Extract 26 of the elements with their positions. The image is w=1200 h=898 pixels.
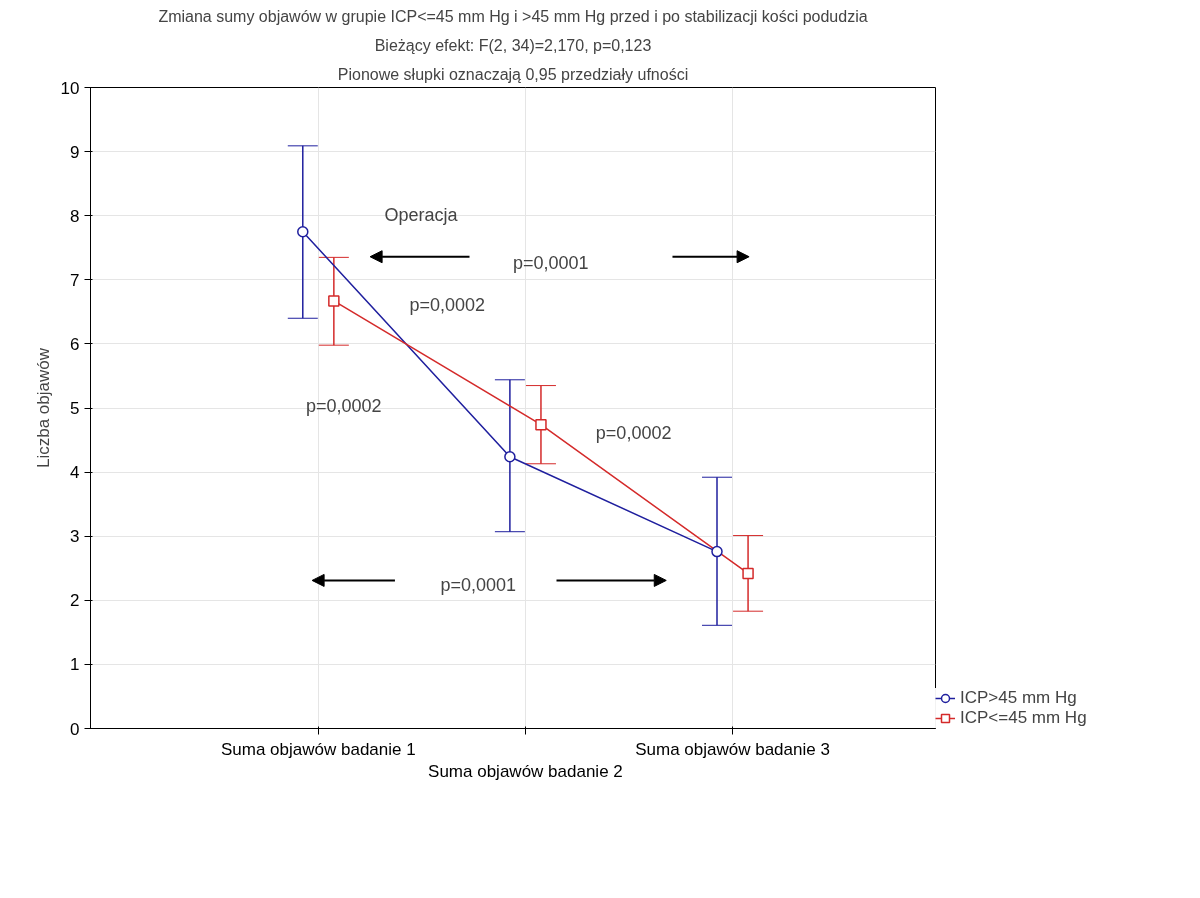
annotation: p=0,0002	[305, 396, 382, 417]
y-tick-label: 0	[70, 719, 80, 739]
y-tick-label: 8	[70, 206, 80, 226]
annotation: p=0,0002	[595, 423, 672, 444]
y-tick-label: 3	[70, 527, 80, 547]
chart-title: Zmiana sumy objawów w grupie ICP<=45 mm Hg i >45 mm Hg przed i po stabilizacji kości podudzia	[158, 7, 868, 25]
annotation: Operacja	[384, 205, 459, 226]
legend-label: ICP<=45 mm Hg	[960, 708, 1087, 728]
annotation: p=0,0002	[409, 295, 486, 316]
x-tick-label: Suma objawów badanie 3	[635, 739, 830, 759]
annotation: p=0,0001	[513, 253, 589, 274]
text: Pionowe słupki oznaczają 0,95 przedziały ufności	[337, 65, 689, 83]
y-tick-label: 2	[70, 591, 80, 611]
y-tick-label: 1	[70, 655, 80, 675]
y-tick-label: 7	[70, 270, 80, 290]
y-tick-label: 10	[60, 78, 80, 98]
y-tick-label: 4	[70, 463, 80, 483]
y-tick-label: 5	[70, 399, 80, 418]
x-tick-label: Suma objawów badanie 2	[428, 762, 623, 782]
x-tick-label: Suma objawów badanie 1	[220, 739, 416, 759]
y-axis-title: Liczba objawów	[33, 347, 53, 469]
y-tick-label: 6	[70, 334, 80, 354]
y-tick-label: 9	[70, 142, 80, 162]
legend-label: ICP>45 mm Hg	[960, 688, 1077, 708]
annotation: p=0,0001	[440, 575, 517, 596]
chart-subtitle: Bieżący efekt: F(2, 34)=2,170, p=0,123	[374, 36, 652, 54]
